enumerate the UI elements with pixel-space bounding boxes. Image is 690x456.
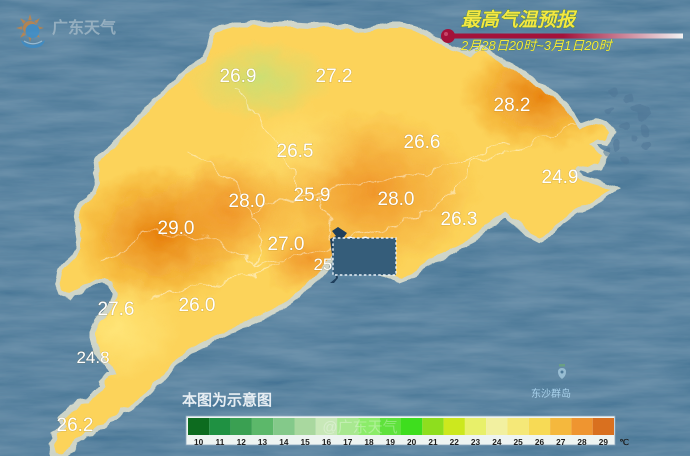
svg-text:26.2: 26.2 <box>57 415 94 436</box>
svg-text:23: 23 <box>471 437 481 447</box>
svg-text:29.0: 29.0 <box>158 218 195 239</box>
svg-text:19: 19 <box>386 437 396 447</box>
svg-text:21: 21 <box>428 437 438 447</box>
svg-text:12: 12 <box>237 437 247 447</box>
svg-text:26.6: 26.6 <box>404 132 441 153</box>
svg-text:最高气温预报: 最高气温预报 <box>461 9 578 31</box>
svg-text:13: 13 <box>258 437 268 447</box>
svg-text:29: 29 <box>599 437 609 447</box>
svg-text:22: 22 <box>450 437 460 447</box>
svg-text:26.9: 26.9 <box>220 66 257 87</box>
svg-text:28: 28 <box>577 437 587 447</box>
svg-text:11: 11 <box>216 437 225 447</box>
svg-text:27.6: 27.6 <box>98 299 135 320</box>
svg-text:10: 10 <box>194 437 204 447</box>
svg-text:℃: ℃ <box>619 437 628 447</box>
svg-text:27.0: 27.0 <box>268 234 305 255</box>
svg-text:本图为示意图: 本图为示意图 <box>182 391 272 409</box>
svg-text:20: 20 <box>407 437 417 447</box>
svg-text:28.2: 28.2 <box>494 95 531 116</box>
svg-text:16: 16 <box>322 437 332 447</box>
svg-text:24: 24 <box>492 437 502 447</box>
svg-text:东沙群岛: 东沙群岛 <box>531 387 571 400</box>
svg-text:28.0: 28.0 <box>378 189 415 210</box>
svg-text:24.8: 24.8 <box>76 348 109 367</box>
svg-text:2月28日20时~3月1日20时: 2月28日20时~3月1日20时 <box>460 38 614 53</box>
svg-text:14: 14 <box>279 437 289 447</box>
svg-text:28.0: 28.0 <box>229 191 266 212</box>
svg-text:广东天气: 广东天气 <box>52 18 116 37</box>
svg-text:18: 18 <box>364 437 374 447</box>
svg-text:24.9: 24.9 <box>542 167 579 188</box>
svg-text:17: 17 <box>343 437 353 447</box>
svg-text:27: 27 <box>556 437 566 447</box>
svg-text:25.9: 25.9 <box>294 185 331 206</box>
svg-text:15: 15 <box>301 437 311 447</box>
svg-text:26: 26 <box>535 437 545 447</box>
svg-text:25: 25 <box>514 437 524 447</box>
svg-text:26.0: 26.0 <box>179 295 216 316</box>
svg-text:27.2: 27.2 <box>316 66 353 87</box>
svg-text:26.3: 26.3 <box>441 209 478 230</box>
svg-text:@广东天气: @广东天气 <box>322 419 397 436</box>
svg-text:26.5: 26.5 <box>277 141 314 162</box>
